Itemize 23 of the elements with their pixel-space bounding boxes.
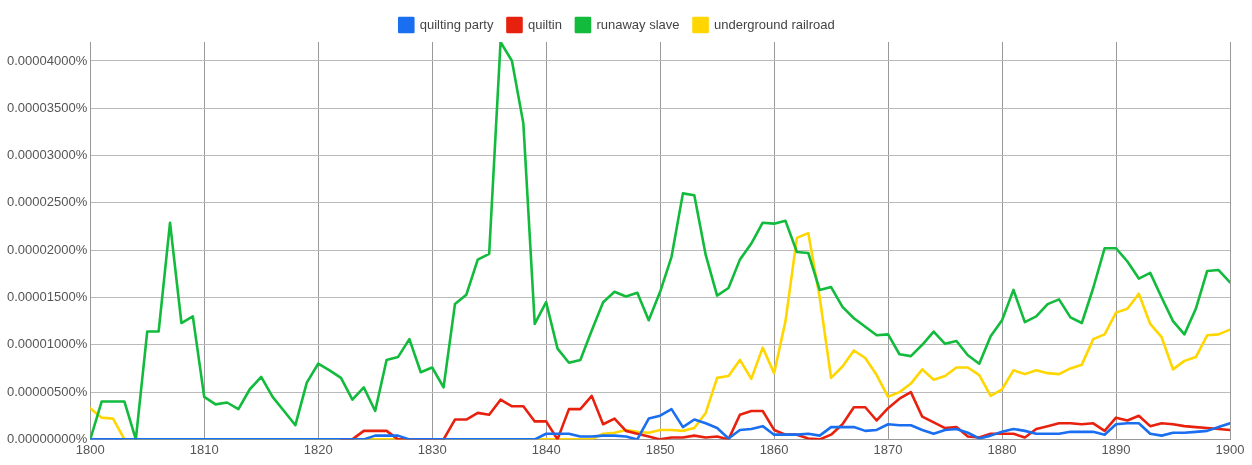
legend-label: runaway slave <box>596 16 680 32</box>
y-tick-label: 0.00000500% <box>6 383 88 399</box>
legend-label: quilting party <box>419 16 494 32</box>
x-tick-label: 1870 <box>873 441 903 457</box>
legend-label: quiltin <box>527 16 562 32</box>
x-tick-label: 1860 <box>759 441 789 457</box>
y-tick-label: 0.00001500% <box>6 289 88 305</box>
y-tick-label: 0.00004000% <box>6 52 88 68</box>
x-tick-label: 1840 <box>531 441 561 457</box>
x-tick-label: 1820 <box>303 441 333 457</box>
x-tick-label: 1830 <box>417 441 447 457</box>
x-tick-label: 1880 <box>987 441 1017 457</box>
x-tick-label: 1890 <box>1101 441 1131 457</box>
x-tick-label: 1850 <box>645 441 675 457</box>
y-tick-label: 0.00002500% <box>6 194 88 210</box>
x-tick-label: 1900 <box>1215 441 1245 457</box>
y-tick-label: 0.00001000% <box>6 336 88 352</box>
y-tick-label: 0.00002000% <box>6 241 88 257</box>
y-tick-label: 0.00003000% <box>6 147 88 163</box>
legend-label: underground railroad <box>714 16 835 32</box>
y-tick-label: 0.00003500% <box>6 99 88 115</box>
y-tick-label: 0.00000000% <box>6 430 88 446</box>
x-tick-label: 1810 <box>189 441 219 457</box>
